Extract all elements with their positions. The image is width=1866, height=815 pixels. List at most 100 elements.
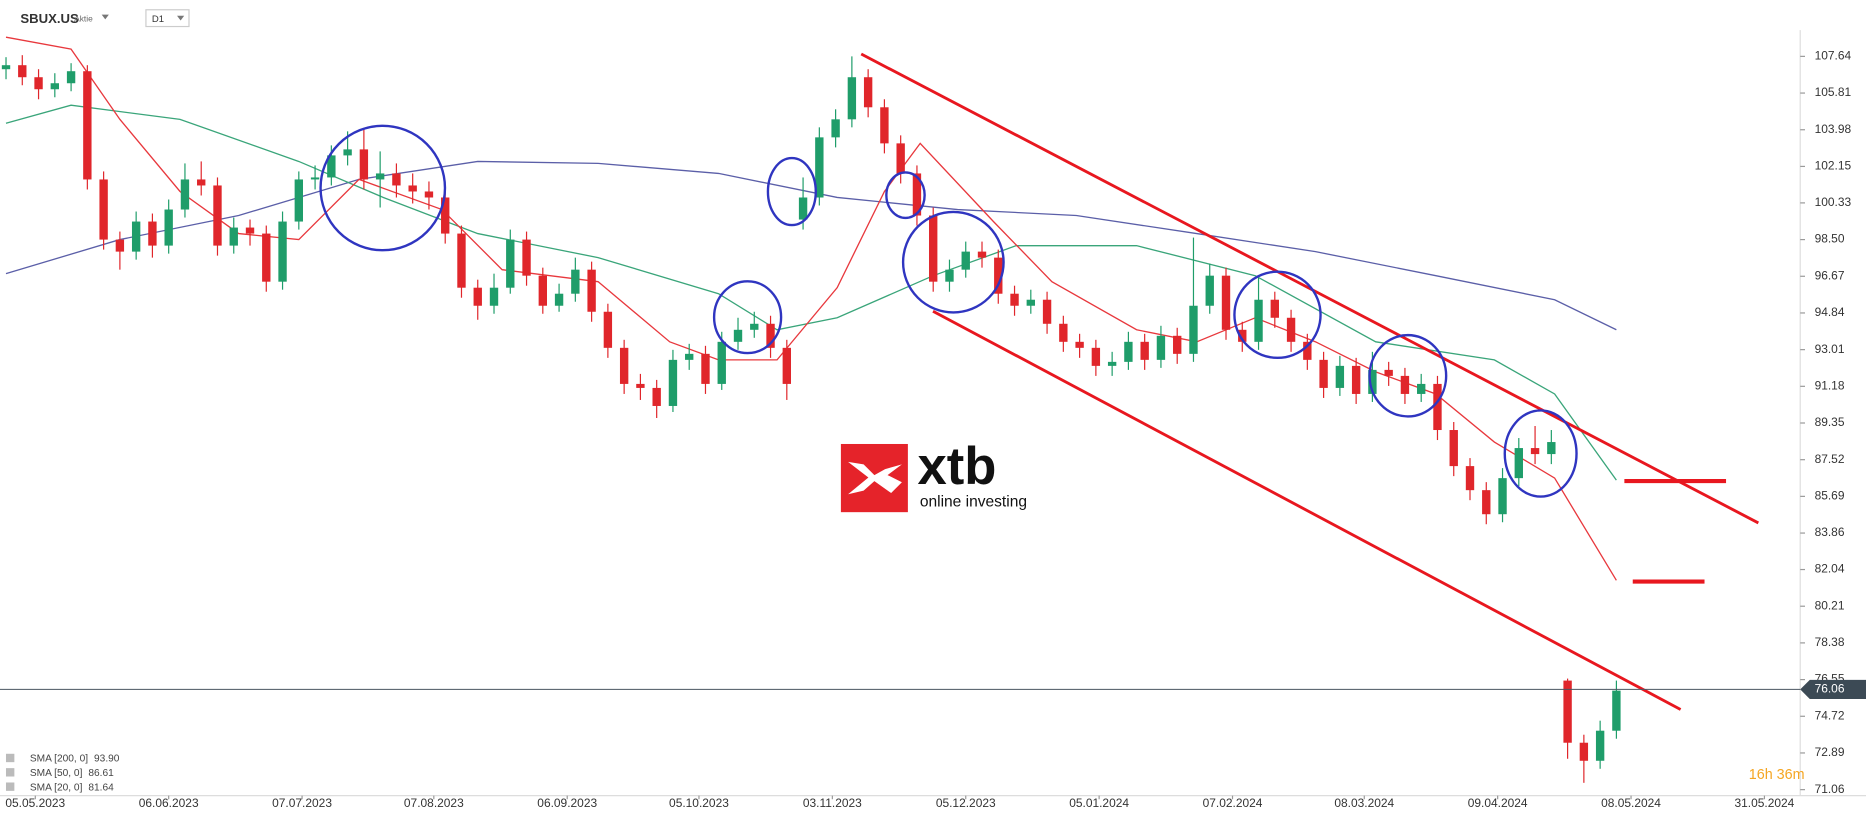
- y-tick-label: 107.64: [1815, 49, 1852, 63]
- x-tick-label: 05.12.2023: [936, 796, 996, 810]
- candle-body: [1579, 742, 1589, 761]
- logo-subtext: online investing: [920, 494, 1027, 511]
- x-tick-label: 08.05.2024: [1601, 796, 1661, 810]
- y-tick-label: 80.21: [1815, 598, 1845, 612]
- candle-body: [815, 137, 824, 198]
- candle-body: [945, 269, 954, 282]
- candle-body: [34, 77, 43, 90]
- y-tick-label: 83.86: [1815, 525, 1845, 539]
- candle-body: [457, 233, 466, 288]
- candle-body: [863, 77, 873, 108]
- x-tick-label: 05.01.2024: [1069, 796, 1129, 810]
- y-tick-label: 98.50: [1815, 232, 1845, 246]
- candle-body: [668, 359, 678, 406]
- legend-value: 86.61: [88, 768, 114, 779]
- countdown: 16h 36m: [1749, 767, 1805, 783]
- legend-value: 81.64: [88, 782, 114, 793]
- symbol: SBUX.US: [20, 11, 79, 26]
- candle-body: [473, 287, 482, 306]
- candle-body: [278, 221, 287, 282]
- candle-body: [1270, 299, 1279, 318]
- y-tick-label: 102.15: [1815, 159, 1852, 173]
- candle-body: [1156, 335, 1166, 360]
- highlight-circle: [319, 124, 447, 252]
- candle-body: [1303, 341, 1312, 360]
- x-tick-label: 05.05.2023: [5, 796, 65, 810]
- candle-body: [1173, 335, 1182, 354]
- candle-body: [441, 197, 450, 234]
- y-tick-label: 74.72: [1815, 708, 1845, 722]
- candle-body: [636, 383, 645, 388]
- candle-body: [1319, 359, 1328, 388]
- sma-line: [5, 160, 1617, 331]
- candle-body: [1140, 341, 1149, 360]
- candle-body: [83, 71, 92, 180]
- candle-body: [148, 221, 157, 246]
- candle-body: [245, 227, 255, 234]
- y-tick-label: 91.18: [1815, 378, 1845, 392]
- candle-body: [1400, 375, 1410, 394]
- highlight-circle: [712, 280, 783, 355]
- candle-body: [343, 149, 352, 156]
- candle-body: [50, 83, 60, 90]
- x-tick-label: 07.07.2023: [272, 796, 332, 810]
- timeframe: D1: [152, 14, 164, 25]
- legend-name: SMA [200, 0]: [30, 753, 88, 764]
- candle-body: [977, 251, 987, 258]
- candle-body: [1482, 490, 1491, 515]
- highlight-circle: [1368, 333, 1448, 418]
- y-tick-label: 71.06: [1815, 782, 1845, 796]
- candle-body: [1612, 690, 1621, 731]
- legend-entry: SMA [200, 0] 93.90: [30, 753, 120, 764]
- legend-icon: [5, 768, 15, 777]
- highlight-circle: [885, 171, 926, 220]
- y-tick-label: 93.01: [1815, 342, 1845, 356]
- legend-icon: [5, 782, 15, 791]
- candle-body: [652, 387, 661, 406]
- candles: [1, 55, 1621, 783]
- y-tick-label: 89.35: [1815, 415, 1845, 429]
- candle-body: [262, 233, 271, 282]
- candle-body: [1384, 369, 1393, 376]
- x-tick-label: 09.04.2024: [1468, 796, 1528, 810]
- candle-body: [424, 191, 434, 198]
- logo: xtb online investing: [840, 437, 1027, 513]
- dropdown-arrow[interactable]: [177, 15, 185, 21]
- candle-body: [213, 185, 222, 246]
- candle-body: [375, 173, 385, 180]
- candle-body: [1221, 275, 1231, 330]
- x-tick-label: 03.11.2023: [803, 796, 862, 810]
- annotations: [319, 52, 1760, 711]
- candle-body: [994, 257, 1003, 294]
- timeframe-box[interactable]: [145, 9, 190, 28]
- candle-body: [522, 239, 531, 276]
- candle-body: [294, 179, 304, 222]
- asset-type: Aktie: [74, 14, 93, 24]
- candle-body: [18, 65, 27, 78]
- candle-body: [717, 341, 726, 384]
- legend-icon: [5, 753, 15, 763]
- y-tick-label: 103.98: [1815, 122, 1852, 136]
- candle-body: [1091, 347, 1101, 366]
- highlight-circle: [1233, 270, 1322, 360]
- candle-body: [831, 119, 840, 138]
- candle-body: [164, 209, 173, 246]
- candle-body: [392, 173, 401, 186]
- legend-entry: SMA [50, 0] 86.61: [30, 768, 114, 779]
- candle-body: [408, 185, 417, 192]
- candle-body: [798, 197, 808, 220]
- candle-body: [115, 239, 125, 252]
- candle-body: [1, 65, 11, 70]
- toolbar: SBUX.US Aktie D1: [20, 9, 190, 28]
- candle-body: [66, 71, 76, 84]
- candle-body: [1449, 430, 1458, 467]
- candle-body: [1368, 369, 1377, 394]
- dropdown-arrow[interactable]: [101, 14, 109, 20]
- candle-body: [1205, 275, 1214, 306]
- legend-name: SMA [20, 0]: [30, 782, 83, 793]
- legend-entry: SMA [20, 0] 81.64: [30, 782, 114, 793]
- candle-body: [912, 173, 922, 216]
- y-tick-label: 87.52: [1815, 452, 1845, 466]
- legend-value: 93.90: [94, 753, 120, 764]
